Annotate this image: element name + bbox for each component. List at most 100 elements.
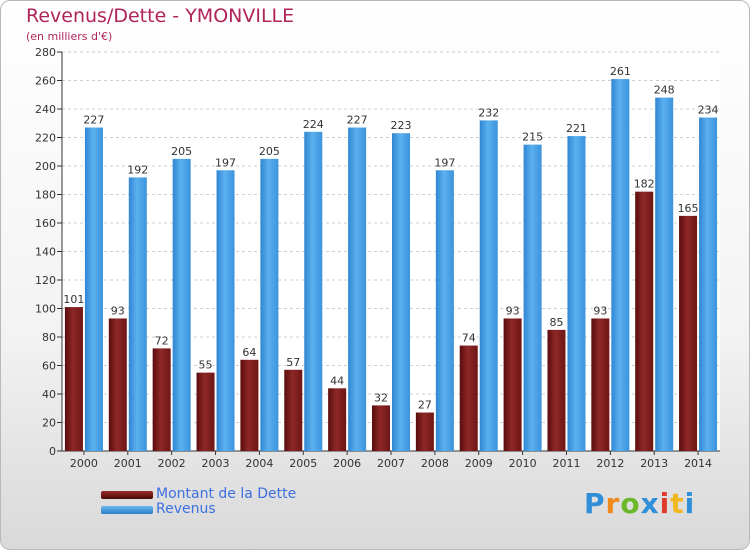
data-label-dette-2013: 182 <box>634 178 655 191</box>
logo-letter: x <box>640 487 660 520</box>
y-tick-label: 260 <box>35 75 56 88</box>
bar-dette-2007 <box>372 405 390 451</box>
bar-dette-2014 <box>679 215 698 451</box>
logo-letter: i <box>659 487 671 520</box>
y-tick-label: 100 <box>35 303 56 316</box>
legend-label-dette: Montant de la Dette <box>156 486 297 502</box>
bar-revenus-2011 <box>567 136 586 451</box>
data-label-dette-2003: 55 <box>199 359 213 372</box>
data-label-revenus-2010: 215 <box>522 131 543 144</box>
data-label-revenus-2006: 227 <box>347 114 368 127</box>
bar-revenus-2012 <box>611 79 630 451</box>
bar-dette-2012 <box>591 318 610 451</box>
bar-revenus-2002 <box>172 158 191 451</box>
x-tick-label-2005: 2005 <box>289 457 317 470</box>
x-tick-label-2002: 2002 <box>158 457 186 470</box>
x-tick-label-2013: 2013 <box>640 457 668 470</box>
data-label-revenus-2007: 223 <box>391 119 412 132</box>
logo-letter: r <box>605 487 621 520</box>
x-tick-label-2014: 2014 <box>684 457 712 470</box>
y-tick-label: 80 <box>42 331 56 344</box>
legend-label-revenus: Revenus <box>156 501 216 517</box>
bar-revenus-2014 <box>699 117 718 452</box>
bar-dette-2003 <box>196 372 215 451</box>
logo-letter: t <box>670 487 685 520</box>
bar-dette-2011 <box>547 329 566 451</box>
data-label-revenus-2012: 261 <box>610 65 631 78</box>
x-tick-label-2004: 2004 <box>245 457 273 470</box>
bar-dette-2000 <box>64 307 83 451</box>
data-label-revenus-2002: 205 <box>171 145 192 158</box>
y-tick-label: 220 <box>35 132 56 145</box>
x-tick-label-2001: 2001 <box>114 457 142 470</box>
legend-swatch-revenus <box>101 506 153 514</box>
data-label-revenus-2013: 248 <box>654 84 675 97</box>
data-label-revenus-2011: 221 <box>566 122 587 135</box>
bar-dette-2002 <box>152 348 171 451</box>
data-label-dette-2005: 57 <box>286 356 300 369</box>
x-tick-label-2006: 2006 <box>333 457 361 470</box>
bar-dette-2009 <box>459 345 478 451</box>
bar-revenus-2007 <box>392 133 410 451</box>
data-label-dette-2002: 72 <box>155 334 169 347</box>
bar-dette-2006 <box>328 388 347 451</box>
data-label-dette-2010: 93 <box>506 304 520 317</box>
bar-revenus-2001 <box>128 177 147 451</box>
bar-revenus-2000 <box>84 127 103 452</box>
x-tick-label-2010: 2010 <box>509 457 537 470</box>
data-label-dette-2008: 27 <box>418 399 432 412</box>
bar-dette-2005 <box>284 369 303 451</box>
y-tick-label: 180 <box>35 189 56 202</box>
data-label-dette-2014: 165 <box>678 202 699 215</box>
bar-dette-2004 <box>240 359 259 451</box>
x-tick-label-2011: 2011 <box>552 457 580 470</box>
proxiti-logo: Proxiti <box>584 487 695 520</box>
y-tick-label: 160 <box>35 217 56 230</box>
data-label-revenus-2009: 232 <box>478 106 499 119</box>
y-tick-label: 140 <box>35 246 56 259</box>
data-label-revenus-2005: 224 <box>303 118 324 131</box>
bar-dette-2013 <box>635 191 654 451</box>
x-tick-label-2009: 2009 <box>465 457 493 470</box>
bar-dette-2008 <box>415 412 434 451</box>
data-label-dette-2011: 85 <box>549 316 563 329</box>
y-tick-label: 240 <box>35 103 56 116</box>
bar-revenus-2008 <box>435 170 454 451</box>
bar-revenus-2004 <box>260 158 279 451</box>
data-label-dette-2007: 32 <box>374 391 388 404</box>
data-label-dette-2009: 74 <box>462 332 476 345</box>
bar-revenus-2013 <box>655 97 674 451</box>
y-tick-label: 0 <box>49 445 56 458</box>
data-label-revenus-2003: 197 <box>215 156 236 169</box>
chart-title: Revenus/Dette - YMONVILLE <box>26 5 295 27</box>
x-tick-label-2003: 2003 <box>202 457 230 470</box>
bar-revenus-2010 <box>523 144 542 451</box>
x-tick-label-2000: 2000 <box>70 457 98 470</box>
data-label-revenus-2008: 197 <box>434 156 455 169</box>
y-tick-label: 200 <box>35 160 56 173</box>
y-tick-label: 40 <box>42 388 56 401</box>
logo-letter: P <box>584 487 606 520</box>
bar-dette-2010 <box>503 318 522 451</box>
bar-revenus-2009 <box>479 120 498 452</box>
data-label-dette-2001: 93 <box>111 304 125 317</box>
bar-dette-2001 <box>108 318 127 451</box>
x-tick-label-2007: 2007 <box>377 457 405 470</box>
bar-revenus-2006 <box>348 127 367 452</box>
y-tick-label: 120 <box>35 274 56 287</box>
chart-subtitle: (en milliers d'€) <box>26 30 113 43</box>
y-tick-label: 60 <box>42 360 56 373</box>
x-tick-label-2008: 2008 <box>421 457 449 470</box>
data-label-revenus-2000: 227 <box>83 114 104 127</box>
data-label-revenus-2014: 234 <box>698 104 719 117</box>
data-label-dette-2000: 101 <box>63 293 84 306</box>
bar-revenus-2005 <box>304 131 323 452</box>
logo-letter: o <box>620 487 641 520</box>
data-label-dette-2012: 93 <box>593 304 607 317</box>
y-tick-label: 280 <box>35 46 56 59</box>
data-label-dette-2006: 44 <box>330 374 344 387</box>
bar-revenus-2003 <box>216 170 235 451</box>
x-tick-label-2012: 2012 <box>596 457 624 470</box>
